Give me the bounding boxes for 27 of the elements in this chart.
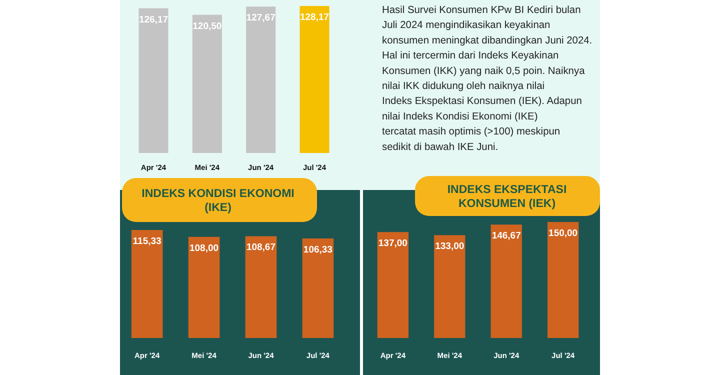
data-label: 115,33 xyxy=(132,236,162,247)
bar xyxy=(377,232,409,338)
bar xyxy=(138,8,168,153)
data-label: 120,50 xyxy=(192,20,222,32)
data-label: 133,00 xyxy=(435,241,464,252)
chart-title: INDEKS EKSPEKTASI KONSUMEN (IEK) xyxy=(447,184,567,210)
data-label: 128,17 xyxy=(300,12,330,23)
text: Hasil Survei Konsumen KPw BI Kediri bulan Juli 2024 mengindikasikan keyakinan konsumen meningkat dibandingkan Juni 2024. Hal ini tercermin dari Indeks Keyakinan Konsumen (IKK) yang naik 0,5 poin. Naiknya nilai IKK didukung oleh naiknya nilai Indeks Ekspektasi Konsumen (IEK). Adapun nilai Indeks Kondisi Ekonomi (IKE) tercatat masih optimis (>100) meskipun sedikit di bawah IKE Juni. xyxy=(382,5,592,153)
bar xyxy=(302,238,334,338)
data-label: 108,67 xyxy=(246,242,276,254)
bar xyxy=(246,6,276,153)
data-label: 106,33 xyxy=(303,244,332,256)
data-label: 126,17 xyxy=(138,14,168,26)
data-label: 146,67 xyxy=(492,230,521,242)
bar xyxy=(245,236,277,338)
data-label: 150,00 xyxy=(548,228,578,239)
data-label: 108,00 xyxy=(189,242,219,254)
bar xyxy=(547,222,579,338)
chart-title: INDEKS KONDISI EKONOMI (IKE) xyxy=(142,188,294,214)
bar xyxy=(188,236,220,338)
bar xyxy=(490,224,522,338)
data-label: 127,67 xyxy=(246,12,276,24)
bar xyxy=(192,14,222,153)
bar xyxy=(131,230,163,338)
bar xyxy=(434,235,466,338)
data-label: 137,00 xyxy=(378,238,408,250)
bar xyxy=(300,6,330,153)
